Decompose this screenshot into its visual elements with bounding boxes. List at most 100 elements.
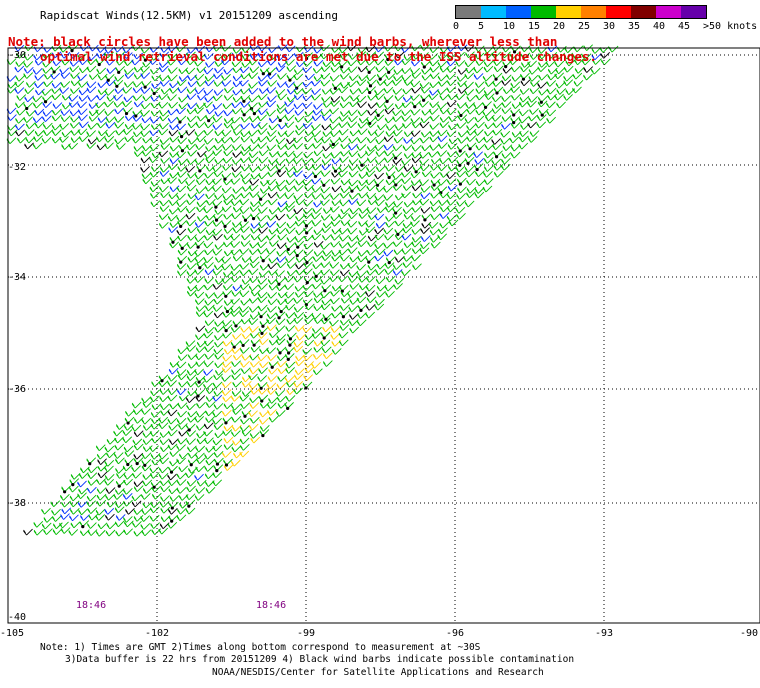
wind-barb (277, 143, 288, 150)
wind-barb (385, 66, 395, 73)
wind-barb (303, 249, 314, 256)
wind-barb (269, 150, 279, 158)
wind-barb (15, 60, 26, 67)
wind-barb (52, 102, 63, 109)
wind-barb (114, 137, 125, 145)
wind-barb (483, 165, 494, 172)
wind-barb (187, 80, 198, 88)
wind-barb (303, 200, 314, 207)
wind-barb (178, 102, 189, 110)
wind-barb (196, 200, 207, 208)
wind-barb (52, 515, 62, 522)
wind-barb (258, 122, 268, 130)
wind-barb (97, 458, 107, 465)
wind-barb (178, 177, 188, 185)
contamination-dot (126, 421, 130, 425)
wind-barb (195, 187, 206, 194)
wind-barb (133, 100, 144, 108)
wind-barb (347, 241, 358, 248)
wind-barb (456, 122, 467, 129)
wind-barb (78, 135, 89, 142)
wind-barb (456, 101, 467, 109)
wind-barb (383, 186, 393, 193)
wind-barb (69, 59, 80, 67)
wind-barb (294, 235, 305, 243)
wind-barb (375, 199, 385, 207)
wind-barb (402, 261, 413, 268)
wind-barb (186, 143, 196, 151)
wind-barb (429, 101, 440, 108)
wind-barb (187, 158, 197, 165)
wind-barb (212, 410, 222, 418)
wind-barb (87, 522, 97, 529)
wind-barb (24, 87, 35, 95)
wind-barb (311, 93, 322, 101)
wind-barb (473, 66, 484, 74)
wind-barb (339, 310, 350, 318)
wind-barb (311, 88, 321, 95)
wind-barb (572, 53, 583, 61)
wind-barb (249, 256, 260, 264)
wind-barb (186, 479, 197, 487)
wind-barb (563, 94, 573, 101)
wind-barb (259, 401, 270, 409)
wind-barb (392, 144, 403, 152)
contamination-dot (261, 433, 265, 438)
wind-barb (304, 290, 314, 298)
wind-barb (187, 192, 198, 199)
wind-barb (340, 186, 351, 194)
wind-barb (96, 478, 107, 485)
wind-barb (322, 60, 333, 68)
wind-barb (278, 122, 288, 130)
contamination-dot (25, 106, 29, 111)
wind-barb (50, 65, 61, 73)
contamination-dot (286, 351, 291, 355)
contamination-dot (143, 463, 147, 467)
legend-swatch (606, 6, 631, 18)
wind-barb (115, 58, 126, 66)
wind-barb (133, 515, 144, 522)
wind-barb (70, 115, 80, 123)
contamination-dot (483, 105, 488, 109)
wind-barb (169, 495, 180, 502)
wind-barb (392, 212, 403, 219)
wind-barb (285, 81, 295, 88)
wind-barb (249, 191, 260, 198)
wind-barb (177, 58, 188, 66)
wind-barb (33, 101, 43, 109)
wind-barb (257, 332, 268, 339)
contamination-dot (494, 77, 498, 81)
wind-barb (141, 452, 152, 460)
wind-barb (249, 205, 260, 212)
wind-barb (275, 65, 286, 73)
wind-barb (303, 354, 313, 361)
wind-barb (338, 128, 349, 136)
wind-barb (214, 431, 225, 439)
wind-barb (212, 268, 223, 276)
wind-barb (383, 95, 394, 102)
wind-barb (178, 241, 189, 249)
wind-barb (348, 158, 359, 165)
wind-barb (150, 54, 160, 61)
wind-barb (392, 151, 402, 159)
wind-barb (563, 65, 574, 73)
wind-barb (151, 74, 162, 82)
wind-barb (240, 367, 251, 374)
wind-barb (266, 324, 277, 332)
wind-barb (133, 80, 143, 88)
wind-barb (392, 269, 403, 276)
wind-barb (331, 254, 342, 262)
wind-barb (51, 93, 62, 101)
wind-barb (276, 170, 287, 178)
wind-barb (195, 178, 206, 185)
wind-barb (23, 66, 34, 74)
wind-barb (277, 291, 288, 299)
wind-barb (356, 199, 367, 207)
wind-barb (365, 311, 376, 319)
wind-barb (168, 388, 178, 396)
wind-barb (223, 67, 234, 75)
wind-barb (104, 100, 114, 108)
wind-barb (448, 164, 458, 172)
wind-barb (158, 374, 169, 382)
wind-barb (304, 303, 315, 311)
